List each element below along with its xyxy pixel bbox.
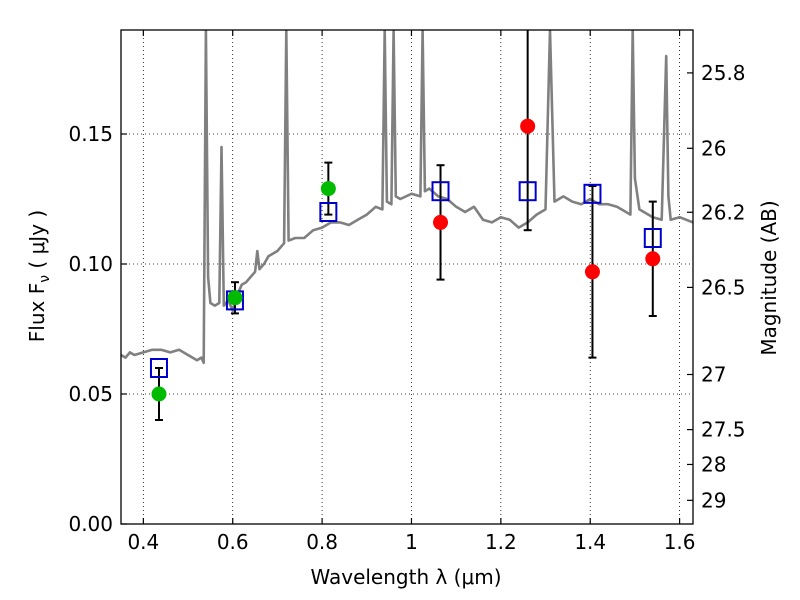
green-point-1 <box>227 290 243 306</box>
x-tick-label-6: 1.6 <box>664 530 696 554</box>
model-square-0 <box>149 358 168 378</box>
spectrum-line <box>121 30 693 365</box>
x-tick-label-3: 1 <box>405 530 418 554</box>
y-tick-label-1: 0.05 <box>68 382 113 406</box>
y-tick-label-2: 0.10 <box>68 252 113 276</box>
model-square-5 <box>583 183 602 204</box>
model-square-6 <box>643 228 662 248</box>
red-point-0 <box>433 214 449 230</box>
y-tick-label-3: 0.15 <box>68 122 113 146</box>
plot-frame <box>120 29 694 525</box>
y-axis-label-unit: ( μJy ) <box>25 210 49 275</box>
y2-tick-label-5: 27.5 <box>701 418 746 442</box>
axis-ticks: 0.4 0.6 0.8 1 1.2 1.4 1.6 0.00 0.05 0.10 0.15 25.8 2… <box>68 30 746 554</box>
y2-tick-label-0: 25.8 <box>701 61 746 85</box>
y2-tick-label-6: 28 <box>701 452 726 476</box>
green-point-0 <box>151 386 167 402</box>
y-axis-label: Flux Fν ( μJy ) <box>25 210 53 342</box>
y-tick-label-0: 0.00 <box>68 512 113 536</box>
model-square-3 <box>431 181 450 202</box>
photometry-points <box>149 118 662 402</box>
y2-tick-label-7: 29 <box>701 488 726 512</box>
x-tick-label-4: 1.2 <box>485 530 517 554</box>
x-tick-label-2: 0.8 <box>306 530 338 554</box>
red-point-1 <box>520 118 536 134</box>
x-tick-label-0: 0.4 <box>127 530 159 554</box>
green-point-2 <box>320 181 336 197</box>
y2-axis-label: Magnitude (AB) <box>757 200 781 355</box>
y2-tick-label-4: 27 <box>701 363 726 387</box>
y-axis-label-main: Flux F <box>25 283 49 342</box>
y-axis-label-subscript: ν <box>37 275 53 283</box>
spectrum-polyline <box>121 30 693 365</box>
x-tick-label-1: 0.6 <box>217 530 249 554</box>
x-tick-label-5: 1.4 <box>574 530 606 554</box>
y2-tick-label-1: 26 <box>701 136 726 160</box>
y2-tick-label-2: 26.2 <box>701 200 746 224</box>
error-bars <box>154 30 657 421</box>
model-square-4 <box>518 181 537 202</box>
x-axis-label: Wavelength λ (μm) <box>310 565 501 589</box>
red-point-2 <box>584 264 600 280</box>
model-square-2 <box>319 202 338 222</box>
red-point-3 <box>645 251 661 267</box>
y2-tick-label-3: 26.5 <box>701 275 746 299</box>
